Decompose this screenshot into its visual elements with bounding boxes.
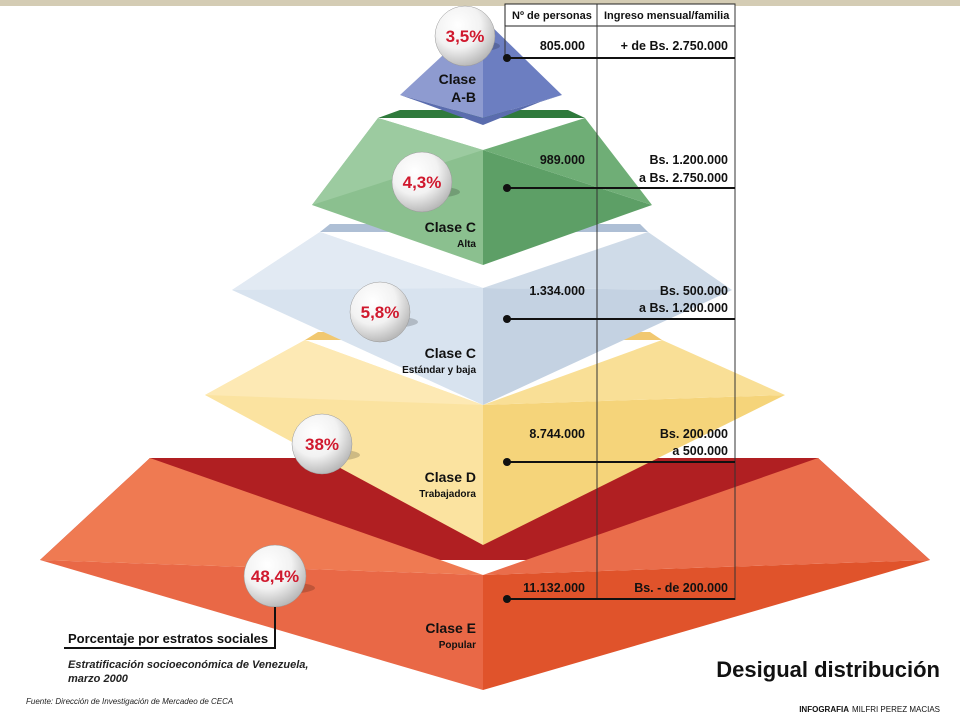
tier-c-baja-right-top (483, 232, 732, 290)
leader-dot-d (503, 458, 511, 466)
income-c-alta-line2: a Bs. 2.750.000 (639, 171, 728, 185)
class-labels: Clase A-B Clase C Alta Clase C Estándar … (402, 71, 476, 651)
leader-dot-c-baja (503, 315, 511, 323)
persons-ab: 805.000 (540, 39, 585, 53)
source-note: Fuente: Dirección de Investigación de Me… (26, 697, 233, 706)
income-c-baja-line2: a Bs. 1.200.000 (639, 301, 728, 315)
tier-d-right-top (483, 340, 785, 405)
label-c-baja: Clase C (425, 345, 476, 361)
income-c-alta-line1: Bs. 1.200.000 (649, 153, 728, 167)
leader-dot-c-alta (503, 184, 511, 192)
percent-ab: 3,5% (446, 27, 485, 46)
credit-bold: INFOGRAFIA (799, 705, 849, 714)
tier-d-right-face (483, 395, 785, 545)
credit-line: INFOGRAFIA MILFRI PEREZ MACIAS (799, 705, 940, 714)
label-d-sub: Trabajadora (419, 489, 476, 500)
income-d-line2: a 500.000 (672, 444, 728, 458)
legend-note-line2: marzo 2000 (68, 673, 129, 685)
tier-e-right-face (483, 560, 930, 690)
percent-c-baja: 5,8% (361, 303, 400, 322)
label-ab-line1: Clase (439, 71, 477, 87)
leader-dot-e (503, 595, 511, 603)
tier-d-left-top (205, 340, 483, 405)
percent-ball-c-alta: 4,3% (391, 151, 460, 213)
label-c-baja-sub: Estándar y baja (402, 365, 476, 376)
income-e-line1: Bs. - de 200.000 (634, 581, 728, 595)
income-c-baja-line1: Bs. 500.000 (660, 284, 728, 298)
top-border-bar (0, 0, 960, 6)
tier-e-left-face (40, 560, 483, 690)
persons-d: 8.744.000 (529, 427, 585, 441)
label-e-sub: Popular (439, 640, 476, 651)
data-table: Nº de personas Ingreso mensual/familia 8… (503, 3, 736, 603)
credit-name: MILFRI PEREZ MACIAS (852, 705, 940, 714)
percent-e: 48,4% (251, 567, 299, 586)
percentage-balls: 3,5% 4,3% 5,8% 38% 48,4% (243, 5, 500, 608)
legend-label: Porcentaje por estratos sociales (68, 631, 268, 646)
label-e: Clase E (425, 620, 476, 636)
persons-c-baja: 1.334.000 (529, 284, 585, 298)
percent-ball-d: 38% (291, 413, 360, 475)
percent-c-alta: 4,3% (403, 173, 442, 192)
tier-c-alta-left-top (312, 118, 483, 205)
label-d: Clase D (425, 469, 476, 485)
tier-e-right-top (483, 458, 930, 575)
tier-c-baja-left-top (232, 232, 483, 290)
tier-ab-base-shade (400, 95, 562, 125)
persons-e: 11.132.000 (523, 581, 585, 595)
tier-c-alta-right-face (483, 150, 652, 265)
tier-e-left-face-front (40, 458, 483, 575)
legend-callout: Porcentaje por estratos sociales Estrati… (64, 607, 308, 685)
income-d-line1: Bs. 200.000 (660, 427, 728, 441)
persons-c-alta: 989.000 (540, 153, 585, 167)
label-c-alta: Clase C (425, 219, 476, 235)
percent-d: 38% (305, 435, 339, 454)
tier-c-baja-right-face (483, 288, 732, 405)
percent-ball-e: 48,4% (243, 544, 315, 608)
legend-note-line1: Estratificación socioeconómica de Venezu… (68, 659, 308, 671)
headline: Desigual distribución (716, 657, 940, 682)
label-c-alta-sub: Alta (457, 239, 476, 250)
percent-ball-ab: 3,5% (434, 5, 500, 67)
header-income: Ingreso mensual/familia (604, 10, 730, 22)
tier-c-alta-right-top (483, 118, 652, 205)
label-ab-line2: A-B (451, 89, 476, 105)
tier-ab-right-face (483, 18, 562, 118)
income-ab-line1: + de Bs. 2.750.000 (621, 39, 728, 53)
leader-dot-ab (503, 54, 511, 62)
legend-leader-line (64, 607, 276, 649)
header-persons: Nº de personas (512, 10, 592, 22)
percent-ball-c-baja: 5,8% (349, 281, 418, 343)
